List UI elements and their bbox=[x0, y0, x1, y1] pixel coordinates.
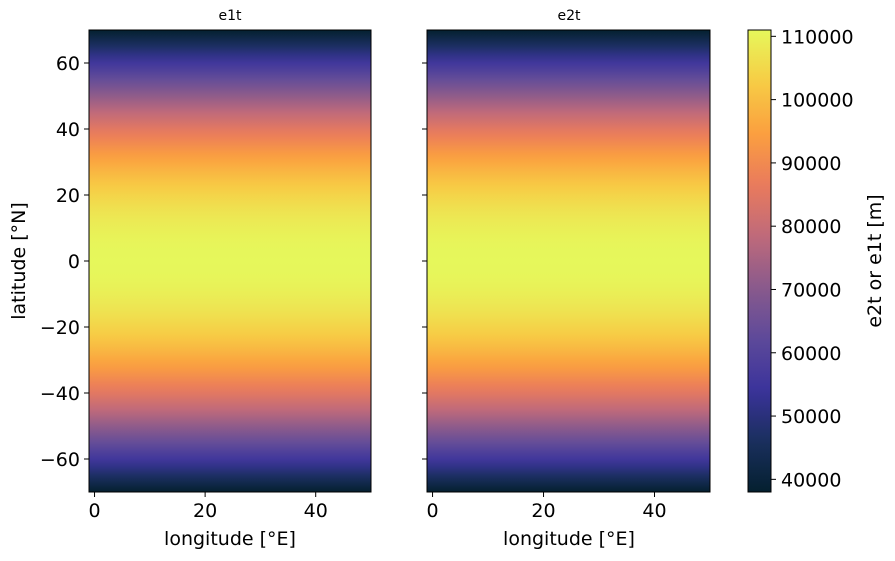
colorbar-tick-label: 100000 bbox=[781, 90, 854, 112]
x-tick-label: 20 bbox=[531, 500, 555, 522]
y-tick-label: −40 bbox=[40, 383, 80, 405]
colorbar: 40000 50000 60000 70000 80000 90000 100000 1100… bbox=[747, 26, 886, 493]
x-tick-label: 0 bbox=[88, 500, 100, 522]
colorbar-tick-label: 70000 bbox=[781, 279, 841, 301]
x-tick-label: 40 bbox=[304, 500, 328, 522]
panel-title-e2t: e2t bbox=[557, 8, 581, 24]
panel-e2t: e2t 0 20 40 longitude [°E] bbox=[422, 8, 711, 550]
colorbar-ticks: 40000 50000 60000 70000 80000 90000 100000 1100… bbox=[771, 26, 854, 491]
y-tick-label: 60 bbox=[56, 53, 80, 75]
y-axis-ticks-e1t: −60 −40 −20 0 20 40 60 bbox=[40, 53, 89, 471]
colorbar-tick-label: 110000 bbox=[781, 26, 854, 48]
heatmap-e1t bbox=[89, 30, 371, 492]
colorbar-tick-label: 80000 bbox=[781, 216, 841, 238]
y-axis-label: latitude [°N] bbox=[8, 202, 30, 319]
colorbar-label: e2t or e1t [m] bbox=[864, 194, 886, 327]
heatmap-e2t bbox=[427, 30, 710, 492]
panel-title-e1t: e1t bbox=[218, 8, 242, 24]
x-axis-ticks-e2t: 0 20 40 bbox=[427, 492, 667, 522]
y-tick-label: −60 bbox=[40, 449, 80, 471]
colorbar-scale bbox=[748, 30, 771, 492]
colorbar-tick-label: 60000 bbox=[781, 343, 841, 365]
y-tick-label: 40 bbox=[56, 119, 80, 141]
x-axis-label-e2t: longitude [°E] bbox=[503, 528, 635, 550]
x-axis-ticks-e1t: 0 20 40 bbox=[88, 492, 328, 522]
y-tick-label: −20 bbox=[40, 317, 80, 339]
panel-e1t: e1t −60 −40 −20 0 20 40 60 0 20 40 longitude [°E… bbox=[8, 8, 372, 550]
colorbar-tick-label: 90000 bbox=[781, 153, 841, 175]
colorbar-tick-label: 50000 bbox=[781, 406, 841, 428]
x-tick-label: 0 bbox=[427, 500, 439, 522]
y-tick-label: 20 bbox=[56, 185, 80, 207]
colorbar-tick-label: 40000 bbox=[781, 469, 841, 491]
x-tick-label: 20 bbox=[193, 500, 217, 522]
x-axis-label-e1t: longitude [°E] bbox=[164, 528, 296, 550]
x-tick-label: 40 bbox=[642, 500, 666, 522]
y-tick-label: 0 bbox=[68, 251, 80, 273]
y-axis-ticks-e2t bbox=[422, 62, 427, 460]
colorbar-frame bbox=[747, 29, 772, 493]
